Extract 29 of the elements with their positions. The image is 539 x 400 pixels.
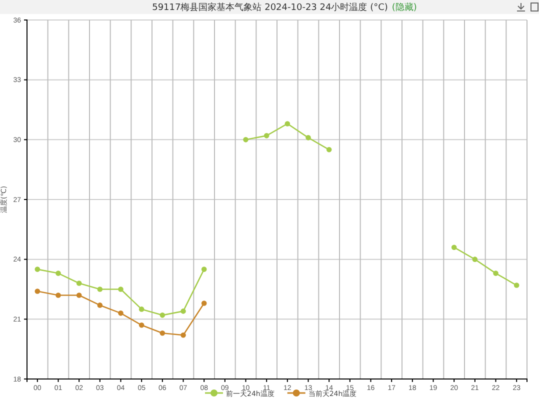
point [326,147,332,152]
point [160,330,166,336]
point [56,292,61,298]
text: (隐藏) [392,2,417,13]
point [306,135,311,140]
point [34,266,40,272]
point [138,306,144,312]
point [180,308,186,314]
point [34,288,40,294]
point [451,244,457,250]
point [284,121,290,126]
chart-title: 59117梅县国家基本气象站 2024-10-23 24小时温度 (°C) [152,2,388,13]
point [76,280,82,286]
point [97,302,103,308]
point [118,310,124,316]
point [514,282,520,288]
point [118,286,124,292]
point [76,292,82,298]
point [493,270,498,276]
point [97,286,103,292]
point [243,137,248,142]
point [201,266,207,272]
point [160,312,166,318]
point [201,300,207,306]
point [472,256,478,262]
point [56,270,61,276]
point [180,332,186,338]
point [138,322,144,328]
point [264,133,270,138]
